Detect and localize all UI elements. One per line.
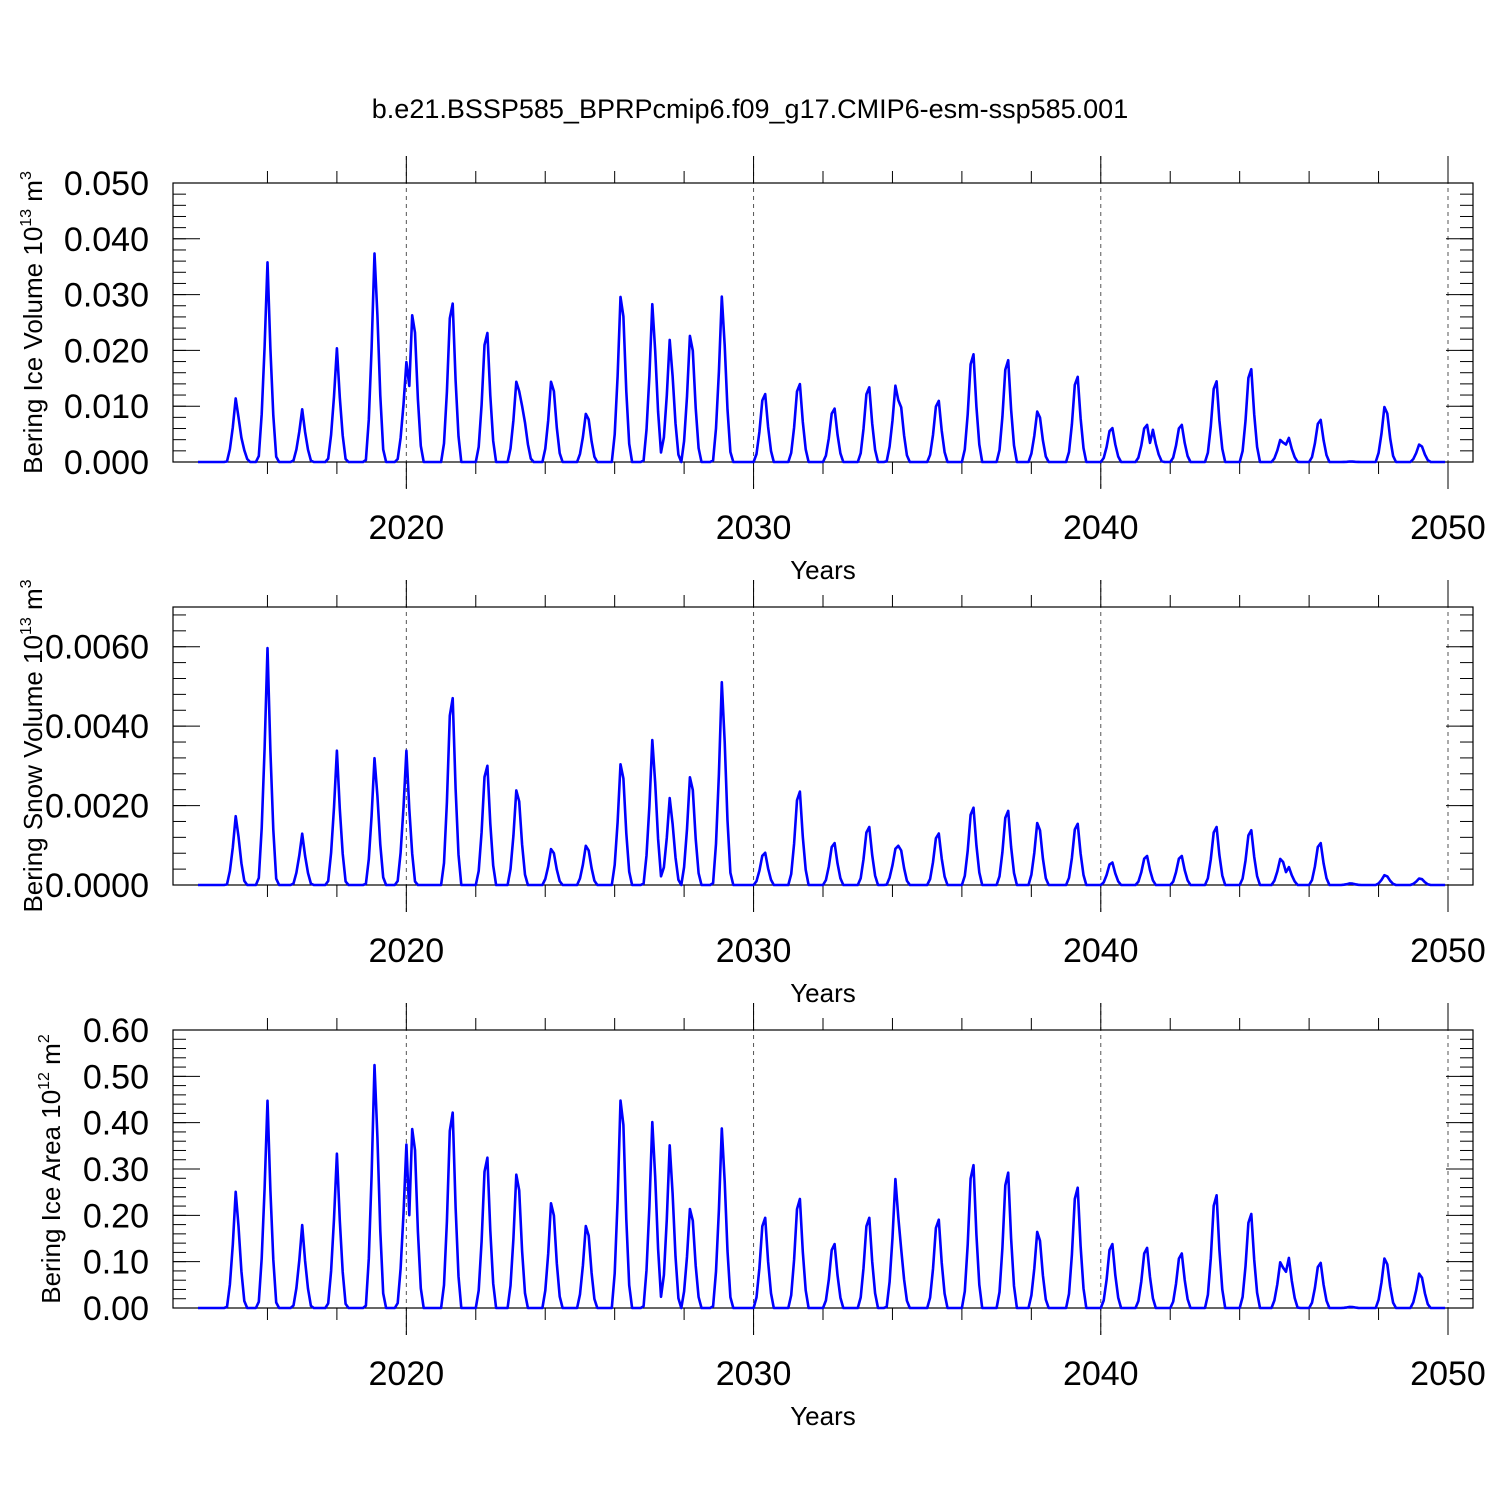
y-tick-label: 0.050 (64, 165, 149, 203)
x-tick-label: 2040 (1063, 509, 1139, 547)
panel-snow-volume: 2020 2030 2040 2050 0.0000 0.0020 0.0040 0.0060… (18, 579, 1486, 1008)
series-line-ice-area (198, 1063, 1446, 1310)
x-tick-label: 2030 (716, 1355, 792, 1393)
x-tick-label: 2040 (1063, 1355, 1139, 1393)
x-tick-label: 2050 (1410, 1355, 1486, 1393)
x-tick-label: 2040 (1063, 932, 1139, 970)
x-tick-label: 2030 (716, 932, 792, 970)
y-tick-label: 0.50 (83, 1058, 149, 1096)
x-tick-label: 2020 (369, 932, 445, 970)
chart-title: b.e21.BSSP585_BPRPcmip6.f09_g17.CMIP6-es… (372, 94, 1128, 124)
y-tick-label: 0.40 (83, 1105, 149, 1143)
y-tick-label: 0.0020 (45, 788, 149, 826)
y-tick-label: 0.010 (64, 388, 149, 426)
y-tick-label: 0.000 (64, 444, 149, 482)
y-tick-label: 0.0040 (45, 708, 149, 746)
x-axis-title: Years (790, 1401, 856, 1431)
x-tick-label: 2020 (369, 509, 445, 547)
y-tick-label: 0.030 (64, 277, 149, 315)
x-tick-label: 2050 (1410, 509, 1486, 547)
x-tick-label: 2020 (369, 1355, 445, 1393)
y-axis-title: Bering Snow Volume 1013 m3 (18, 579, 48, 912)
plot-frame (172, 606, 1474, 886)
y-tick-label: 0.0000 (45, 867, 149, 905)
panel-ice-volume: 2020 2030 2040 2050 0.000 0.010 0.020 0.030 0.04… (18, 156, 1486, 585)
y-axis-title: Bering Ice Area 1012 m2 (36, 1034, 66, 1304)
y-tick-label: 0.00 (83, 1290, 149, 1328)
series-line-snow-volume (198, 646, 1446, 887)
x-tick-label: 2050 (1410, 932, 1486, 970)
panel-ice-area: 2020 2030 2040 2050 0.00 0.10 0.20 0.30 0.40 0.50… (36, 1003, 1486, 1431)
y-tick-label: 0.20 (83, 1197, 149, 1235)
y-tick-label: 0.0060 (45, 629, 149, 667)
y-axis-title: Bering Ice Volume 1013 m3 (18, 171, 48, 474)
x-axis-title: Years (790, 555, 856, 585)
y-tick-label: 0.10 (83, 1244, 149, 1282)
y-tick-label: 0.60 (83, 1012, 149, 1050)
x-tick-label: 2030 (716, 509, 792, 547)
series-line-ice-volume (198, 252, 1446, 464)
panels: 2020 2030 2040 2050 0.000 0.010 0.020 0.030 0.04… (18, 156, 1486, 1431)
y-tick-label: 0.040 (64, 221, 149, 259)
x-axis-title: Years (790, 978, 856, 1008)
y-tick-label: 0.30 (83, 1151, 149, 1189)
y-tick-label: 0.020 (64, 332, 149, 370)
